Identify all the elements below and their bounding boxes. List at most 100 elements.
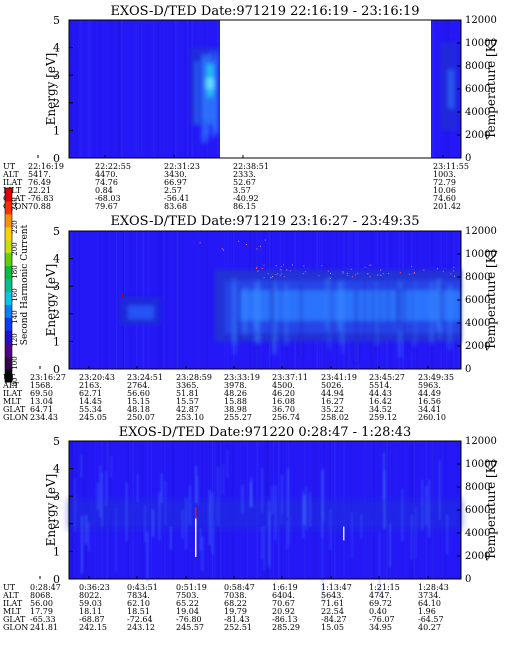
- ephemeris-value: 19.04: [176, 607, 199, 616]
- ephemeris-value: 34.95: [369, 623, 392, 632]
- ephemeris-value: 13.04: [30, 397, 53, 406]
- speckle-dot: [279, 269, 281, 271]
- ephemeris-value: 56.60: [127, 389, 150, 398]
- texture-stripe: [202, 231, 203, 369]
- feature-streak: [305, 486, 307, 531]
- feature-streak: [126, 482, 128, 541]
- speckle-dot: [261, 267, 263, 269]
- texture-stripe: [134, 20, 136, 158]
- ephemeris-value: 62.10: [127, 599, 150, 608]
- y2-tick-label: 0: [465, 153, 471, 164]
- texture-stripe: [96, 231, 98, 369]
- panel-title: EXOS-D/TED Date:971219 23:16:27 - 23:49:…: [110, 214, 419, 229]
- ephemeris-value: 1:21:15: [369, 583, 400, 592]
- y-axis-label: Energy [eV]: [44, 264, 58, 337]
- ephemeris-value: 252.51: [224, 623, 252, 632]
- texture-stripe: [121, 20, 124, 158]
- texture-stripe: [118, 20, 120, 158]
- speckle-dot: [283, 264, 285, 266]
- ephemeris-value: 5026.: [321, 381, 344, 390]
- ephemeris-label: MLT: [3, 607, 22, 616]
- colorbar-tick-label: 120: [11, 333, 19, 346]
- speckle-dot: [267, 273, 269, 275]
- texture-stripe: [177, 231, 179, 369]
- ephemeris-value: 3734.: [418, 591, 441, 600]
- ephemeris-value: 260.10: [418, 413, 446, 422]
- speckle-dot: [256, 266, 258, 268]
- y2-tick-label: 2000: [465, 130, 490, 141]
- ephemeris-value: 34.41: [418, 405, 441, 414]
- feature-streak: [340, 281, 342, 345]
- ephemeris-value: 234.43: [30, 413, 58, 422]
- colorbar-tick-label: 140: [11, 310, 19, 323]
- texture-stripe: [115, 231, 117, 369]
- ephemeris-value: 83.68: [164, 202, 187, 211]
- texture-stripe: [163, 231, 165, 369]
- feature-streak: [256, 280, 260, 344]
- ephemeris-value: 259.12: [369, 413, 397, 422]
- ephemeris-label: GLAT: [3, 405, 26, 414]
- ephemeris-value: 17.79: [30, 607, 53, 616]
- texture-stripe: [113, 20, 115, 158]
- ephemeris-value: 74.76: [95, 178, 118, 187]
- ephemeris-value: 22:38:51: [233, 162, 269, 171]
- feature-streak: [428, 479, 430, 538]
- y-axis-label: Energy [eV]: [44, 474, 58, 547]
- feature-streak: [208, 490, 211, 545]
- y2-axis-label: Temperature [K]: [484, 460, 498, 561]
- speckle-dot: [355, 274, 357, 276]
- feature-streak: [398, 288, 402, 331]
- texture-stripe: [153, 20, 155, 158]
- speckle-dot: [280, 273, 282, 275]
- texture-stripe: [101, 20, 102, 158]
- texture-stripe: [206, 231, 208, 369]
- feature-streak: [321, 470, 323, 515]
- ephemeris-value: 2333.: [233, 170, 256, 179]
- ephemeris-value: 23:24:51: [127, 373, 163, 382]
- ephemeris-value: 59.03: [79, 599, 102, 608]
- ephemeris-value: 56.00: [30, 599, 53, 608]
- feature-band: [69, 498, 461, 530]
- ephemeris-value: 55.34: [79, 405, 102, 414]
- ephemeris-value: 3.57: [233, 186, 251, 195]
- texture-stripe: [138, 20, 139, 158]
- ephemeris-value: 1:6:19: [272, 583, 298, 592]
- speckle-dot: [270, 277, 272, 279]
- ephemeris-value: 250.07: [127, 413, 155, 422]
- y2-axis-label: Temperature [K]: [484, 250, 498, 351]
- feature-streak: [212, 60, 216, 138]
- speckle-dot: [423, 269, 425, 271]
- y-tick-label: 1: [53, 335, 60, 348]
- feature-core: [128, 305, 154, 320]
- ephemeris-value: 23:45:27: [369, 373, 405, 382]
- speckle-dot: [370, 264, 372, 266]
- y-tick-label: 0: [53, 363, 60, 376]
- feature-streak: [389, 523, 391, 568]
- y-tick-label: 2: [53, 518, 60, 531]
- ephemeris-value: 4470.: [95, 170, 118, 179]
- feature-streak: [436, 280, 439, 327]
- ephemeris-label: GLON: [3, 623, 28, 632]
- ephemeris-value: 22:22:55: [95, 162, 131, 171]
- ephemeris-value: 70.88: [28, 202, 51, 211]
- ephemeris-label: ALT: [2, 170, 19, 179]
- colorbar-segment: [5, 226, 12, 241]
- feature-streak: [226, 449, 228, 478]
- feature-streak: [364, 279, 366, 340]
- ephemeris-value: 23:37:11: [272, 373, 308, 382]
- texture-stripe: [104, 231, 107, 369]
- ephemeris-value: 36.70: [272, 405, 295, 414]
- feature-streak: [241, 484, 244, 514]
- texture-stripe: [78, 20, 80, 158]
- colorbar-segment: [5, 278, 12, 292]
- feature-streak: [440, 282, 443, 324]
- y2-tick-label: 12000: [465, 436, 497, 447]
- texture-stripe: [69, 20, 71, 158]
- feature-streak: [403, 285, 406, 344]
- feature-streak: [233, 278, 236, 346]
- texture-stripe: [160, 231, 162, 369]
- ephemeris-value: 201.42: [433, 202, 461, 211]
- ephemeris-value: 3365.: [176, 381, 199, 390]
- texture-stripe: [70, 231, 73, 369]
- ephemeris-value: 38.98: [224, 405, 247, 414]
